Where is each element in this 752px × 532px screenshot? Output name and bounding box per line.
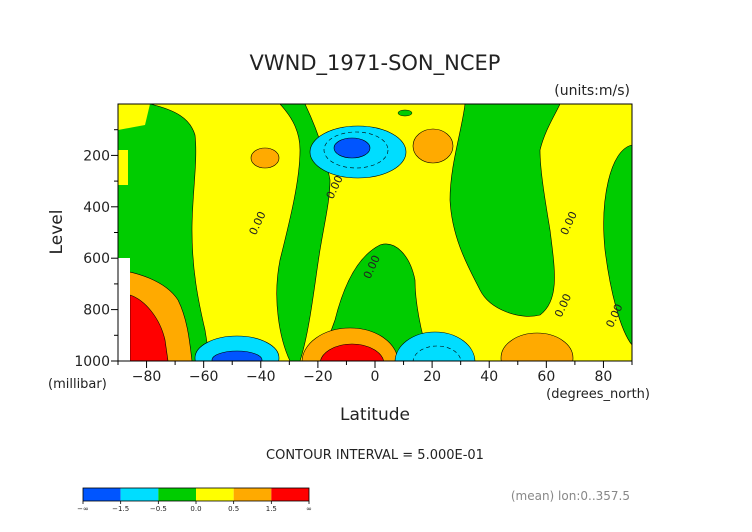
- y-tick-label: 400: [83, 200, 110, 216]
- contour-field: [118, 104, 632, 361]
- mean-lon-footnote: (mean) lon:0..357.5: [511, 489, 630, 503]
- blue-region-lower-left: [211, 350, 263, 361]
- legend-swatch: [233, 488, 272, 501]
- orange-region-upper-left: [250, 147, 280, 169]
- y-axis-title: Level: [47, 210, 67, 255]
- x-tick-label: −20: [303, 369, 333, 385]
- x-axis: −80 −60 −40 −20 0 20 40 60 80: [117, 361, 633, 385]
- contour-interval-text: CONTOUR INTERVAL = 5.000E-01: [266, 448, 484, 463]
- x-tick-label: −40: [246, 369, 276, 385]
- legend-label: −1.5: [112, 505, 129, 513]
- y-tick-label: 600: [83, 251, 110, 267]
- x-axis-title: Latitude: [340, 405, 410, 425]
- red-region-lower-left: [129, 294, 169, 361]
- y-tick-label: 800: [83, 303, 110, 319]
- legend-swatch: [196, 488, 234, 501]
- white-mask-lower-left: [118, 258, 130, 361]
- legend-label: −0.5: [150, 505, 167, 513]
- yellow-strip-left: [118, 150, 128, 185]
- orange-region-lower-right: [500, 332, 574, 361]
- y-tick-label: 200: [83, 148, 110, 164]
- cyan-region-lower-right: [394, 331, 476, 361]
- x-tick-label: 0: [371, 369, 380, 385]
- x-tick-label: 60: [537, 369, 555, 385]
- legend-swatch: [120, 488, 159, 501]
- legend-swatch: [158, 488, 196, 501]
- y-units-label: (millibar): [48, 377, 107, 392]
- legend-swatch: [83, 488, 121, 501]
- y-axis: 200 400 600 800 1000: [74, 129, 118, 370]
- yellow-strip-topleft: [118, 104, 150, 130]
- contour-dash-lower-right: [412, 345, 462, 361]
- green-speck-top: [397, 109, 413, 117]
- chart-title: VWND_1971-SON_NCEP: [250, 51, 501, 76]
- legend-label: 0.5: [228, 505, 239, 513]
- x-tick-label: 40: [480, 369, 498, 385]
- orange-region-lower-center: [301, 327, 399, 361]
- legend-swatch: [271, 488, 309, 501]
- legend-label: 0.0: [190, 505, 201, 513]
- color-legend: −∞ −1.5 −0.5 0.0 0.5 1.5 ∞: [77, 487, 312, 513]
- x-tick-label: −80: [132, 369, 162, 385]
- x-units-label: (degrees_north): [546, 387, 650, 402]
- y-tick-label: 1000: [74, 354, 110, 370]
- red-region-lower-center: [320, 343, 384, 361]
- x-tick-label: 20: [423, 369, 441, 385]
- contour-dash-upper: [323, 131, 389, 169]
- legend-label: −∞: [77, 505, 89, 513]
- blue-region-upper: [333, 137, 371, 159]
- x-tick-label: −60: [189, 369, 219, 385]
- yellow-region-south: [149, 104, 301, 361]
- x-tick-label: 80: [595, 369, 613, 385]
- orange-region-upper-center: [412, 128, 454, 164]
- legend-label: ∞: [306, 505, 312, 513]
- legend-label: 1.5: [266, 505, 277, 513]
- units-label: (units:m/s): [554, 83, 630, 99]
